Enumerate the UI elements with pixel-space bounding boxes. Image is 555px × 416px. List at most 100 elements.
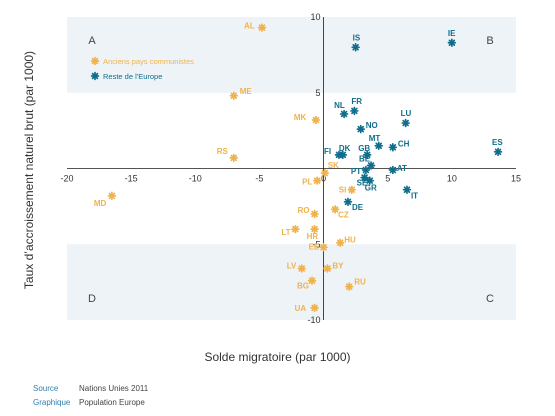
quadrant-letters: A B C D <box>88 35 494 305</box>
x-tick-label: 5 <box>385 174 390 184</box>
source-line: Source Nations Unies 2011 <box>33 384 148 393</box>
data-point <box>311 115 321 125</box>
x-tick-label: -5 <box>255 174 263 184</box>
data-label: RO <box>298 206 310 215</box>
legend: Anciens pays communistes Reste de l'Europ… <box>90 56 194 81</box>
data-label: GR <box>365 184 377 193</box>
quadrant-bands <box>67 17 516 320</box>
quadrant-letter: D <box>88 293 96 305</box>
data-label: BE <box>359 154 371 163</box>
data-label: LT <box>281 228 290 237</box>
data-label: GB <box>358 144 370 153</box>
data-label: UA <box>295 304 307 313</box>
data-point <box>362 150 372 160</box>
legend-marker <box>90 56 100 66</box>
data-point <box>361 165 371 175</box>
x-tick-label: 10 <box>447 174 457 184</box>
data-label: LV <box>287 261 297 270</box>
data-label: MK <box>294 113 307 122</box>
quadrant-band-bottom <box>67 244 516 320</box>
data-label: FR <box>351 97 362 106</box>
data-point <box>335 238 345 247</box>
x-tick-label: -20 <box>60 174 73 184</box>
data-label: RU <box>354 278 366 287</box>
data-label: AT <box>397 164 407 173</box>
axes <box>67 17 516 320</box>
quadrant-band-top <box>67 17 516 93</box>
data-point <box>388 143 398 152</box>
data-point <box>297 264 307 273</box>
y-tick-labels: 10 5 -5 -10 <box>308 12 321 325</box>
data-point <box>493 147 503 157</box>
data-point <box>401 118 410 128</box>
source-key: Source <box>33 384 59 393</box>
data-label: IE <box>448 29 456 38</box>
data-point <box>323 264 332 273</box>
data-label: IT <box>411 192 418 201</box>
data-label: BY <box>332 261 344 270</box>
x-tick-label: 0 <box>321 174 326 184</box>
legend-label: Reste de l'Europe <box>103 72 162 81</box>
graphic-key: Graphique <box>33 398 71 407</box>
y-tick-label: 5 <box>316 88 321 98</box>
data-point <box>229 153 239 163</box>
data-point <box>356 124 366 134</box>
source-value: Nations Unies 2011 <box>79 384 149 393</box>
quadrant-letter: C <box>486 293 494 305</box>
data-label: NL <box>334 101 345 110</box>
data-label: CZ <box>338 210 349 219</box>
data-point <box>347 185 357 194</box>
data-point <box>366 161 376 170</box>
x-tick-label: -15 <box>125 174 138 184</box>
data-label: AL <box>244 22 255 31</box>
legend-marker <box>90 71 100 81</box>
data-point <box>319 243 328 252</box>
data-label: RS <box>217 147 229 156</box>
data-label: SI <box>339 186 347 195</box>
data-point <box>229 91 239 101</box>
data-label: MT <box>369 134 381 143</box>
data-point <box>257 23 267 32</box>
data-label: SK <box>328 161 339 170</box>
data-point <box>310 209 319 219</box>
data-point <box>388 165 398 175</box>
data-label: DK <box>339 144 351 153</box>
data-point <box>447 38 457 48</box>
data-point <box>339 109 349 119</box>
data-label: HU <box>344 236 356 245</box>
data-point <box>320 168 330 178</box>
data-label: PL <box>302 178 312 187</box>
data-label: CH <box>398 139 410 148</box>
data-point <box>350 106 359 116</box>
data-label: NO <box>366 121 378 130</box>
data-point <box>338 150 348 160</box>
data-point <box>330 205 340 214</box>
data-label: BG <box>297 282 309 291</box>
data-point <box>351 43 360 52</box>
data-label: IS <box>353 33 361 42</box>
data-point <box>307 276 317 285</box>
x-tick-label: 15 <box>511 174 521 184</box>
data-label: SE <box>357 179 368 188</box>
data-label: ME <box>240 87 253 96</box>
data-label: ES <box>492 138 503 147</box>
data-point <box>402 185 412 194</box>
data-label: FI <box>324 147 331 156</box>
data-point <box>374 141 383 151</box>
y-tick-label: -10 <box>308 315 321 325</box>
x-tick-label: -10 <box>189 174 202 184</box>
data-label: HR <box>307 232 319 241</box>
data-point <box>291 224 300 234</box>
data-point <box>343 197 353 207</box>
x-axis-title: Solde migratoire (par 1000) <box>204 350 351 364</box>
data-point <box>365 176 375 185</box>
data-point <box>344 282 354 291</box>
data-label: DE <box>352 203 364 212</box>
y-tick-label: -5 <box>313 239 321 249</box>
x-tick-labels: -20 -15 -10 -5 0 5 10 15 <box>60 174 521 184</box>
y-axis-title: Taux d’accroissement naturel brut (par 1… <box>22 50 36 290</box>
data-point <box>310 224 319 234</box>
data-label: MD <box>94 199 107 208</box>
data-label: PT <box>351 167 361 176</box>
